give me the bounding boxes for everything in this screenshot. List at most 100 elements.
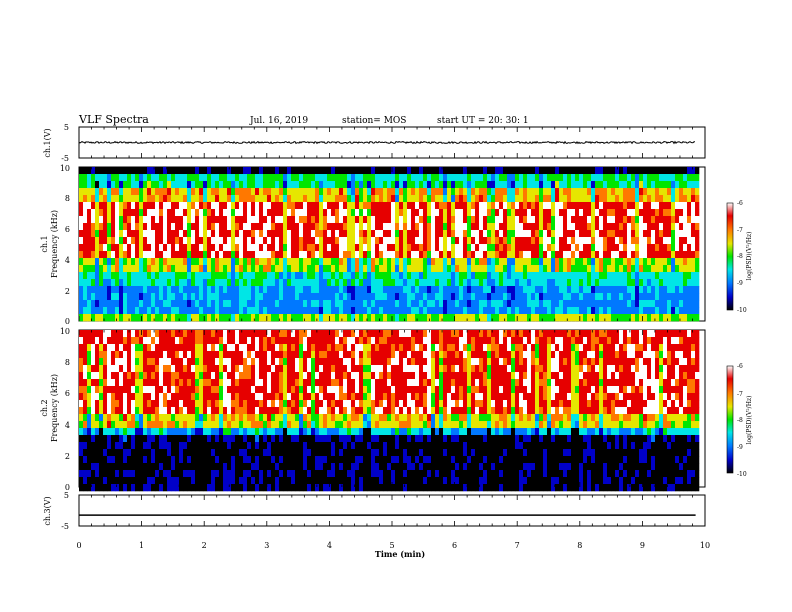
spectrogram-cell [359,202,364,210]
spectrogram-cell [307,265,312,273]
spectrogram-cell [291,456,296,464]
spectrogram-cell [475,272,480,280]
spectrogram-cell [135,258,140,266]
spectrogram-cell [563,237,568,245]
spectrogram-cell [187,330,192,338]
spectrogram-cell [343,314,348,322]
spectrogram-cell [319,195,324,203]
spectrogram-cell [207,223,212,231]
spectrogram-cell [191,393,196,401]
spectrogram-cell [115,258,120,266]
spectrogram-cell [459,251,464,259]
spectrogram-cell [491,286,496,294]
spectrogram-cell [267,344,272,352]
spectrogram-cell [459,209,464,217]
spectrogram-cell [355,314,360,322]
spectrogram-cell [271,400,276,408]
spectrogram-cell [475,223,480,231]
spectrogram-cell [259,484,264,492]
spectrogram-cell [591,307,596,315]
spectrogram-cell [483,202,488,210]
spectrogram-cell [223,251,228,259]
spectrogram-cell [167,379,172,387]
spectrogram-cell [211,265,216,273]
spectrogram-cell [411,195,416,203]
spectrogram-cell [83,188,88,196]
spectrogram-cell [451,272,456,280]
spectrogram-cell [107,286,112,294]
spectrogram-cell [303,379,308,387]
spectrogram-cell [635,174,640,182]
spectrogram-cell [627,174,632,182]
spectrogram-cell [599,258,604,266]
spectrogram-cell [255,456,260,464]
spectrogram-cell [167,272,172,280]
spectrogram-cell [251,470,256,478]
spectrogram-cell [207,463,212,471]
spectrogram-cell [659,237,664,245]
spectrogram-cell [255,188,260,196]
spectrogram-cell [203,293,208,301]
spectrogram-cell [183,237,188,245]
spectrogram-cell [263,435,268,443]
spectrogram-cell [195,209,200,217]
spectrogram-cell [571,279,576,287]
spectrogram-cell [527,188,532,196]
spectrogram-cell [179,393,184,401]
ch1-cb-tick-6: -6 [737,200,743,207]
spectrogram-cell [647,230,652,238]
spectrogram-cell [291,351,296,359]
spectrogram-cell [291,188,296,196]
spectrogram-cell [431,314,436,322]
spectrogram-cell [519,300,524,308]
spectrogram-cell [255,337,260,345]
spectrogram-cell [615,265,620,273]
spectrogram-cell [171,272,176,280]
spectrogram-cell [243,344,248,352]
spectrogram-cell [307,449,312,457]
spectrogram-cell [623,272,628,280]
spectrogram-cell [223,449,228,457]
spectrogram-cell [239,216,244,224]
spectrogram-cell [295,442,300,450]
spectrogram-cell [311,223,316,231]
spectrogram-cell [579,202,584,210]
spectrogram-cell [323,300,328,308]
spectrogram-cell [227,244,232,252]
spectrogram-cell [603,293,608,301]
spectrogram-cell [87,209,92,217]
spectrogram-cell [283,484,288,492]
spectrogram-cell [447,209,452,217]
spectrogram-cell [179,209,184,217]
spectrogram-cell [603,251,608,259]
spectrogram-cell [279,181,284,189]
spectrogram-cell [287,365,292,373]
spectrogram-cell [419,188,424,196]
spectrogram-cell [395,230,400,238]
spectrogram-cell [227,202,232,210]
spectrogram-cell [155,456,160,464]
spectrogram-cell [139,351,144,359]
spectrogram-cell [307,258,312,266]
spectrogram-cell [227,344,232,352]
spectrogram-cell [251,230,256,238]
spectrogram-cell [131,470,136,478]
spectrogram-cell [267,351,272,359]
spectrogram-cell [207,477,212,485]
spectrogram-cell [243,428,248,436]
spectrogram-cell [207,365,212,373]
spectrogram-cell [163,351,168,359]
spectrogram-cell [115,244,120,252]
spectrogram-cell [567,307,572,315]
spectrogram-cell [447,181,452,189]
spectrogram-cell [567,223,572,231]
spectrogram-cell [475,314,480,322]
spectrogram-cell [655,167,660,175]
spectrogram-cell [171,258,176,266]
spectrogram-cell [111,386,116,394]
spectrogram-cell [271,414,276,422]
spectrogram-cell [239,365,244,373]
spectrogram-cell [515,293,520,301]
spectrogram-cell [431,188,436,196]
spectrogram-cell [483,272,488,280]
